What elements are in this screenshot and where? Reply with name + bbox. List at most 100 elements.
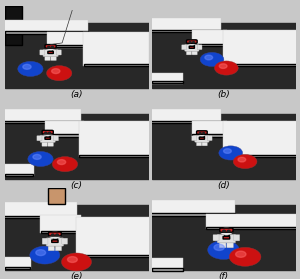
FancyBboxPatch shape <box>47 32 88 47</box>
FancyBboxPatch shape <box>206 214 300 229</box>
Circle shape <box>61 253 92 271</box>
FancyBboxPatch shape <box>56 50 61 55</box>
FancyBboxPatch shape <box>46 135 50 136</box>
FancyBboxPatch shape <box>48 51 53 54</box>
FancyBboxPatch shape <box>152 81 183 83</box>
FancyBboxPatch shape <box>192 50 197 55</box>
FancyBboxPatch shape <box>217 234 236 243</box>
FancyBboxPatch shape <box>80 155 152 157</box>
FancyBboxPatch shape <box>4 20 88 34</box>
FancyBboxPatch shape <box>148 213 235 216</box>
FancyBboxPatch shape <box>220 228 233 232</box>
Circle shape <box>56 234 58 235</box>
FancyBboxPatch shape <box>42 238 48 244</box>
Circle shape <box>193 42 194 43</box>
FancyBboxPatch shape <box>152 268 183 271</box>
FancyBboxPatch shape <box>48 188 65 203</box>
FancyBboxPatch shape <box>148 18 221 32</box>
FancyBboxPatch shape <box>200 135 204 136</box>
Circle shape <box>52 234 54 235</box>
FancyBboxPatch shape <box>1 109 81 123</box>
FancyBboxPatch shape <box>223 236 230 239</box>
Circle shape <box>43 130 53 136</box>
Circle shape <box>229 247 261 266</box>
FancyBboxPatch shape <box>224 233 229 235</box>
FancyBboxPatch shape <box>53 136 58 141</box>
FancyBboxPatch shape <box>76 217 152 257</box>
FancyBboxPatch shape <box>4 23 148 88</box>
Circle shape <box>49 232 61 239</box>
FancyBboxPatch shape <box>42 142 47 146</box>
FancyBboxPatch shape <box>234 235 240 241</box>
FancyBboxPatch shape <box>2 216 76 218</box>
FancyBboxPatch shape <box>40 135 55 143</box>
FancyBboxPatch shape <box>4 114 148 179</box>
Circle shape <box>223 230 225 232</box>
Circle shape <box>51 46 53 48</box>
Circle shape <box>23 64 31 69</box>
FancyBboxPatch shape <box>1 203 77 218</box>
FancyBboxPatch shape <box>152 114 296 179</box>
FancyBboxPatch shape <box>51 56 56 61</box>
FancyBboxPatch shape <box>195 136 209 142</box>
Circle shape <box>187 40 196 45</box>
Circle shape <box>208 240 239 259</box>
FancyBboxPatch shape <box>46 238 64 246</box>
Circle shape <box>199 133 201 134</box>
FancyBboxPatch shape <box>184 45 199 51</box>
Circle shape <box>220 228 233 235</box>
Text: (a): (a) <box>70 90 83 99</box>
Circle shape <box>227 230 230 232</box>
Text: (e): (e) <box>70 272 83 279</box>
FancyBboxPatch shape <box>148 121 220 123</box>
Circle shape <box>236 251 246 257</box>
FancyBboxPatch shape <box>4 164 34 176</box>
Circle shape <box>68 257 77 263</box>
FancyBboxPatch shape <box>49 49 52 50</box>
Circle shape <box>57 160 66 165</box>
Circle shape <box>52 157 78 172</box>
Circle shape <box>52 69 60 74</box>
FancyBboxPatch shape <box>207 136 212 141</box>
FancyBboxPatch shape <box>52 240 58 242</box>
Text: (c): (c) <box>70 181 83 190</box>
FancyBboxPatch shape <box>48 142 53 146</box>
FancyBboxPatch shape <box>192 136 197 141</box>
FancyBboxPatch shape <box>43 50 58 57</box>
FancyBboxPatch shape <box>83 32 149 66</box>
FancyBboxPatch shape <box>49 232 61 236</box>
FancyBboxPatch shape <box>192 134 226 137</box>
FancyBboxPatch shape <box>2 121 81 123</box>
Circle shape <box>214 244 224 251</box>
FancyBboxPatch shape <box>148 30 220 32</box>
FancyBboxPatch shape <box>202 141 207 146</box>
FancyBboxPatch shape <box>152 23 296 88</box>
FancyBboxPatch shape <box>199 137 205 139</box>
Circle shape <box>200 52 224 66</box>
FancyBboxPatch shape <box>45 45 56 48</box>
FancyBboxPatch shape <box>219 242 226 248</box>
Circle shape <box>233 155 257 169</box>
FancyBboxPatch shape <box>196 141 202 146</box>
FancyBboxPatch shape <box>48 45 88 47</box>
FancyBboxPatch shape <box>45 137 50 139</box>
Circle shape <box>238 157 246 162</box>
FancyBboxPatch shape <box>45 134 84 137</box>
FancyBboxPatch shape <box>187 40 197 43</box>
Circle shape <box>189 42 191 43</box>
Circle shape <box>48 46 50 48</box>
FancyBboxPatch shape <box>152 205 296 270</box>
Circle shape <box>224 149 231 153</box>
Circle shape <box>30 246 60 264</box>
FancyBboxPatch shape <box>48 245 55 251</box>
FancyBboxPatch shape <box>4 32 88 34</box>
Circle shape <box>205 55 213 60</box>
FancyBboxPatch shape <box>76 255 152 257</box>
FancyBboxPatch shape <box>79 121 152 157</box>
FancyBboxPatch shape <box>4 267 30 269</box>
Text: (f): (f) <box>218 272 229 279</box>
Text: (d): (d) <box>217 181 230 190</box>
Circle shape <box>36 250 46 256</box>
FancyBboxPatch shape <box>151 258 184 271</box>
Circle shape <box>219 64 227 68</box>
